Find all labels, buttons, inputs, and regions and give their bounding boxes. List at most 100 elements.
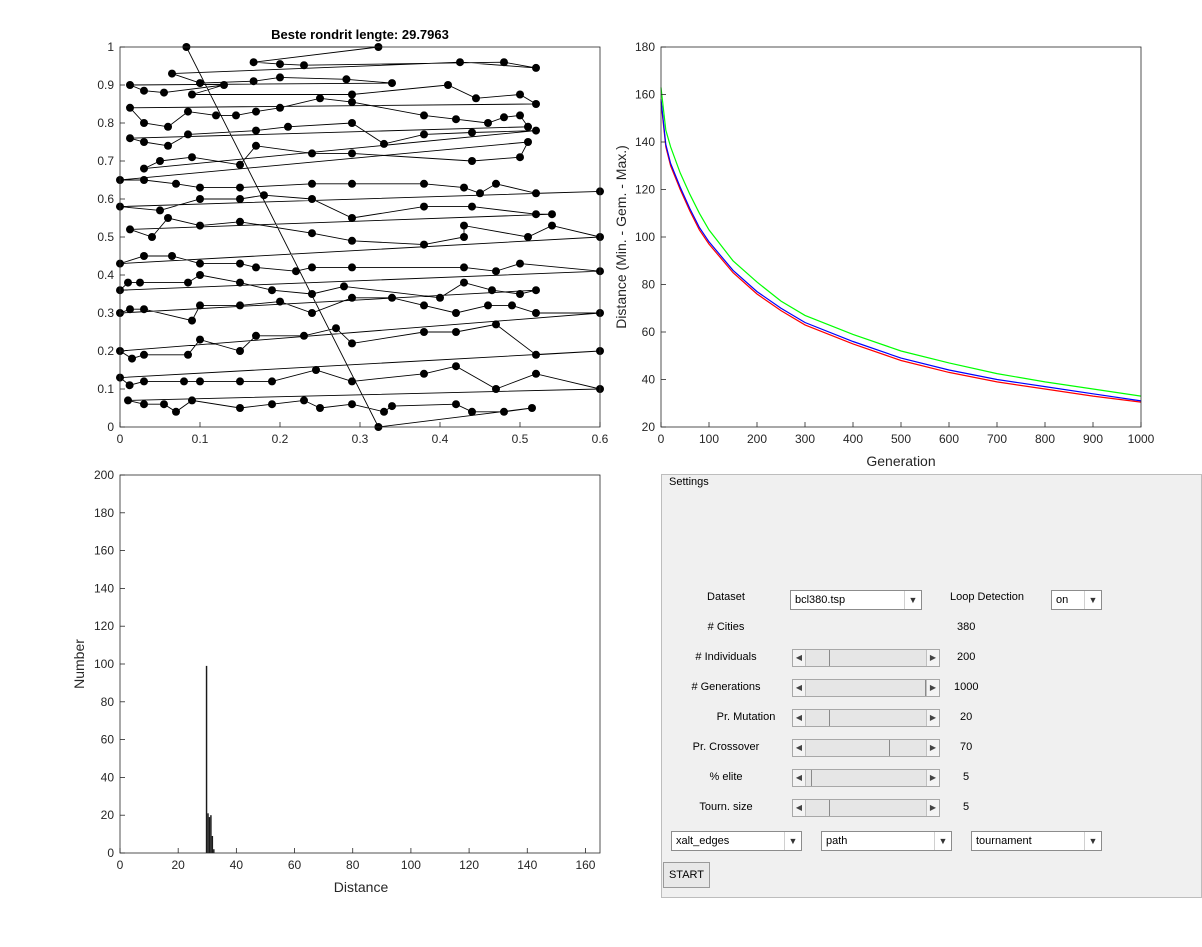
city-point bbox=[140, 305, 148, 313]
slider-thumb[interactable] bbox=[811, 770, 812, 786]
generations-label: # Generations bbox=[686, 681, 766, 693]
city-point bbox=[524, 123, 532, 131]
histogram-x-tick-label: 160 bbox=[575, 858, 595, 872]
loop-detection-select[interactable]: on ▼ bbox=[1051, 590, 1102, 610]
city-point bbox=[436, 294, 444, 302]
city-point bbox=[516, 260, 524, 268]
mean-distance-line bbox=[661, 99, 1141, 401]
individuals-slider[interactable]: ◀ ▶ bbox=[792, 649, 940, 667]
city-point bbox=[528, 404, 536, 412]
city-point bbox=[532, 64, 540, 72]
chevron-left-icon[interactable]: ◀ bbox=[793, 800, 806, 816]
mutation-slider[interactable]: ◀ ▶ bbox=[792, 709, 940, 727]
city-point bbox=[460, 279, 468, 287]
convergence-y-tick-label: 120 bbox=[635, 183, 655, 197]
city-point bbox=[236, 347, 244, 355]
city-point bbox=[140, 165, 148, 173]
chevron-left-icon[interactable]: ◀ bbox=[793, 740, 806, 756]
selection-method-select[interactable]: tournament ▼ bbox=[971, 831, 1102, 851]
city-point bbox=[420, 370, 428, 378]
generations-value: 1000 bbox=[954, 681, 978, 693]
city-point bbox=[276, 104, 284, 112]
histogram-xlabel: Distance bbox=[334, 879, 389, 895]
tour-y-tick-label: 0.9 bbox=[97, 78, 114, 92]
city-point bbox=[236, 218, 244, 226]
chevron-left-icon[interactable]: ◀ bbox=[793, 710, 806, 726]
histogram-x-tick-label: 20 bbox=[172, 858, 186, 872]
generations-slider[interactable]: ◀ ▶ bbox=[792, 679, 940, 697]
crossover-slider[interactable]: ◀ ▶ bbox=[792, 739, 940, 757]
city-point bbox=[308, 229, 316, 237]
chevron-right-icon[interactable]: ▶ bbox=[926, 650, 939, 666]
slider-thumb[interactable] bbox=[889, 740, 890, 756]
chevron-right-icon[interactable]: ▶ bbox=[926, 740, 939, 756]
city-point bbox=[460, 184, 468, 192]
dataset-select[interactable]: bcl380.tsp ▼ bbox=[790, 590, 922, 610]
city-point bbox=[420, 180, 428, 188]
slider-thumb[interactable] bbox=[829, 650, 830, 666]
city-point bbox=[126, 81, 134, 89]
chevron-left-icon[interactable]: ◀ bbox=[793, 650, 806, 666]
city-point bbox=[252, 108, 260, 116]
tour-x-tick-label: 0.2 bbox=[272, 432, 289, 446]
slider-thumb[interactable] bbox=[829, 800, 830, 816]
city-point bbox=[136, 279, 144, 287]
cities-label: # Cities bbox=[693, 621, 759, 633]
dataset-label: Dataset bbox=[693, 591, 759, 603]
convergence-x-tick-label: 600 bbox=[939, 432, 959, 446]
city-point bbox=[252, 332, 260, 340]
city-point bbox=[308, 149, 316, 157]
city-point bbox=[456, 58, 464, 66]
city-point bbox=[140, 176, 148, 184]
elite-slider[interactable]: ◀ ▶ bbox=[792, 769, 940, 787]
tour-x-tick-label: 0.6 bbox=[592, 432, 609, 446]
city-point bbox=[500, 58, 508, 66]
city-point bbox=[184, 351, 192, 359]
convergence-y-tick-label: 80 bbox=[642, 278, 656, 292]
city-point bbox=[548, 210, 556, 218]
chevron-down-icon: ▼ bbox=[1084, 832, 1101, 850]
chevron-right-icon[interactable]: ▶ bbox=[926, 770, 939, 786]
chevron-left-icon[interactable]: ◀ bbox=[793, 680, 806, 696]
city-point bbox=[276, 298, 284, 306]
city-point bbox=[388, 402, 396, 410]
chevron-left-icon[interactable]: ◀ bbox=[793, 770, 806, 786]
tourn-size-slider[interactable]: ◀ ▶ bbox=[792, 799, 940, 817]
convergence-x-tick-label: 400 bbox=[843, 432, 863, 446]
city-point bbox=[508, 301, 516, 309]
elite-label: % elite bbox=[686, 771, 766, 783]
city-point bbox=[532, 127, 540, 135]
chevron-right-icon[interactable]: ▶ bbox=[926, 710, 939, 726]
city-point bbox=[124, 396, 132, 404]
tour-y-tick-label: 0.7 bbox=[97, 154, 114, 168]
city-point bbox=[140, 400, 148, 408]
city-point bbox=[252, 142, 260, 150]
histogram-y-tick-label: 200 bbox=[94, 468, 114, 482]
city-point bbox=[532, 309, 540, 317]
chevron-right-icon[interactable]: ▶ bbox=[926, 800, 939, 816]
histogram-y-tick-label: 120 bbox=[94, 619, 114, 633]
crossover-method-select[interactable]: xalt_edges ▼ bbox=[671, 831, 802, 851]
city-point bbox=[188, 91, 196, 99]
city-point bbox=[348, 149, 356, 157]
city-point bbox=[500, 113, 508, 121]
city-point bbox=[308, 195, 316, 203]
convergence-x-tick-label: 500 bbox=[891, 432, 911, 446]
city-point bbox=[524, 233, 532, 241]
histogram-bar bbox=[207, 813, 208, 853]
start-button[interactable]: START bbox=[663, 862, 710, 888]
city-point bbox=[156, 206, 164, 214]
city-point bbox=[452, 309, 460, 317]
max-distance-line bbox=[661, 87, 1141, 396]
city-point bbox=[148, 233, 156, 241]
slider-thumb[interactable] bbox=[829, 710, 830, 726]
city-point bbox=[236, 377, 244, 385]
tour-y-tick-label: 1 bbox=[107, 40, 114, 54]
city-point bbox=[172, 180, 180, 188]
city-point bbox=[168, 252, 176, 260]
representation-select[interactable]: path ▼ bbox=[821, 831, 952, 851]
city-point bbox=[268, 377, 276, 385]
city-point bbox=[268, 286, 276, 294]
tour-y-tick-label: 0.5 bbox=[97, 230, 114, 244]
chevron-right-icon[interactable]: ▶ bbox=[926, 680, 939, 696]
